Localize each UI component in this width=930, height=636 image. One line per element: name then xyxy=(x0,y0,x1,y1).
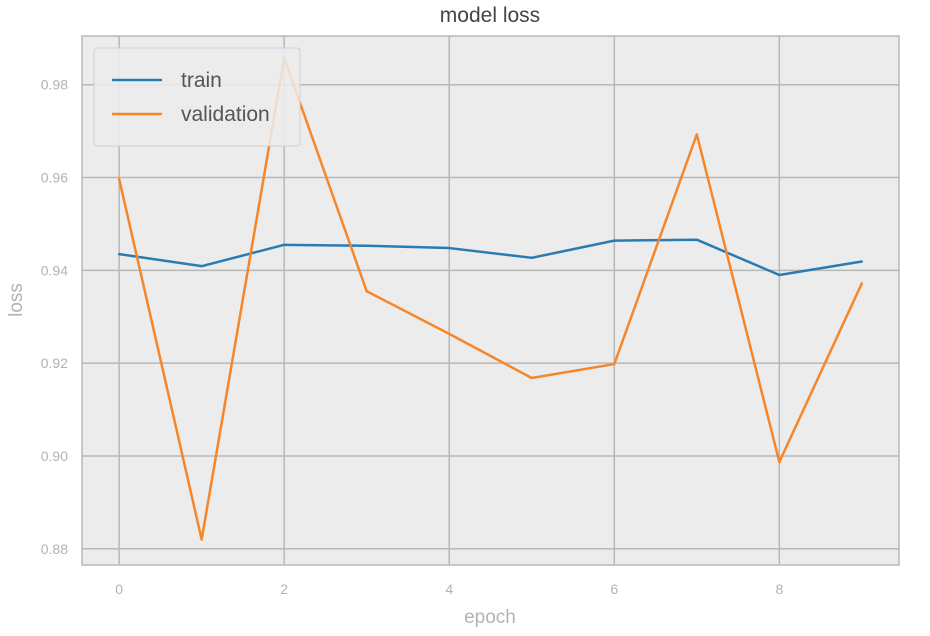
data-point-train xyxy=(282,243,286,247)
legend-label-train: train xyxy=(181,69,222,92)
chart-title: model loss xyxy=(440,4,540,27)
data-point-validation xyxy=(365,290,368,293)
x-tick-label: 2 xyxy=(280,581,288,597)
series-line-validation xyxy=(117,57,863,541)
data-point-validation xyxy=(448,332,451,336)
y-tick-label: 0.90 xyxy=(41,448,68,464)
y-tick-label: 0.92 xyxy=(41,355,68,371)
data-point-train xyxy=(695,238,699,241)
data-point-train xyxy=(365,244,368,247)
x-tick-label: 8 xyxy=(775,581,783,597)
data-point-train xyxy=(530,256,533,260)
y-tick-label: 0.98 xyxy=(41,77,68,93)
data-point-validation xyxy=(117,177,121,181)
y-axis-label: loss xyxy=(6,283,27,317)
x-tick-label: 0 xyxy=(115,581,123,597)
legend-box xyxy=(93,47,301,147)
x-axis-label: epoch xyxy=(464,607,516,628)
data-point-train xyxy=(860,260,864,263)
data-point-validation xyxy=(530,376,533,380)
data-point-validation xyxy=(613,362,616,366)
data-point-train xyxy=(200,264,203,268)
data-point-train xyxy=(117,252,121,256)
data-point-validation xyxy=(695,133,699,136)
data-point-train xyxy=(613,239,616,242)
data-point-validation xyxy=(778,460,781,464)
data-point-train xyxy=(778,273,781,277)
x-tick-label: 4 xyxy=(445,581,453,597)
legend-label-validation: validation xyxy=(181,103,270,126)
y-tick-label: 0.94 xyxy=(41,262,68,278)
x-tick-label: 6 xyxy=(610,581,618,597)
y-tick-label: 0.88 xyxy=(41,541,68,557)
legend: train validation xyxy=(93,47,301,147)
tick-labels: 0 2 4 6 8 0.88 0.90 0.92 0.94 0.96 0.98 xyxy=(41,77,784,597)
series-line-train xyxy=(118,238,863,277)
data-point-validation xyxy=(200,538,203,541)
y-tick-label: 0.96 xyxy=(41,170,68,186)
data-point-validation xyxy=(860,282,864,285)
data-point-train xyxy=(448,246,451,250)
